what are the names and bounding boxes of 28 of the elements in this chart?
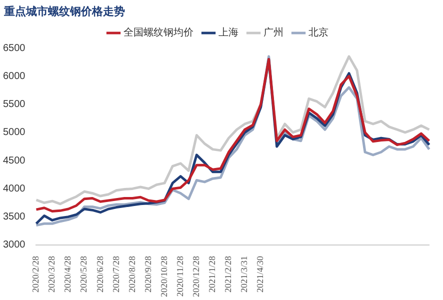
y-tick-label: 5500 bbox=[2, 99, 26, 110]
x-tick-label: 2020/10/28 bbox=[158, 256, 169, 298]
x-tick-label: 2020/12/28 bbox=[190, 256, 201, 298]
y-tick-label: 4500 bbox=[2, 155, 26, 166]
x-tick-label: 2021/2/28 bbox=[223, 256, 234, 293]
x-tick-label: 2021/3/31 bbox=[239, 256, 250, 293]
y-tick-label: 5000 bbox=[2, 127, 26, 138]
y-tick-label: 3000 bbox=[2, 240, 26, 251]
x-tick-label: 2020/11/28 bbox=[174, 256, 185, 297]
x-tick-label: 2020/3/28 bbox=[46, 256, 57, 293]
x-tick-label: 2020/5/28 bbox=[78, 256, 89, 293]
y-tick-label: 6000 bbox=[2, 70, 26, 82]
legend-label: 北京 bbox=[308, 26, 328, 39]
x-tick-label: 2020/4/28 bbox=[62, 256, 73, 293]
x-tick-label: 2021/4/30 bbox=[255, 256, 266, 293]
chart-title: 重点城市螺纹钢价格走势 bbox=[4, 4, 125, 19]
legend-label: 全国螺纹钢均价 bbox=[124, 26, 194, 39]
x-tick-label: 2020/9/28 bbox=[142, 256, 153, 293]
x-tick-label: 2021/1/28 bbox=[207, 256, 218, 293]
x-tick-label: 2020/6/28 bbox=[94, 256, 105, 293]
x-tick-label: 2020/2/28 bbox=[30, 256, 41, 293]
y-tick-label: 3500 bbox=[2, 212, 26, 223]
y-tick-label: 4000 bbox=[2, 183, 26, 194]
x-tick-label: 2020/8/28 bbox=[126, 256, 137, 293]
legend-label: 上海 bbox=[218, 26, 238, 39]
legend-label: 广州 bbox=[264, 26, 284, 39]
x-tick-label: 2020/7/28 bbox=[110, 256, 121, 293]
y-tick-label: 6500 bbox=[2, 42, 26, 54]
